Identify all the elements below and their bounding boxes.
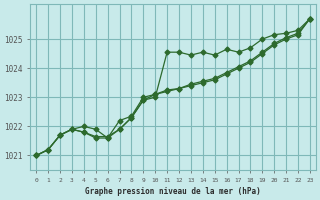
X-axis label: Graphe pression niveau de la mer (hPa): Graphe pression niveau de la mer (hPa) [85, 187, 261, 196]
